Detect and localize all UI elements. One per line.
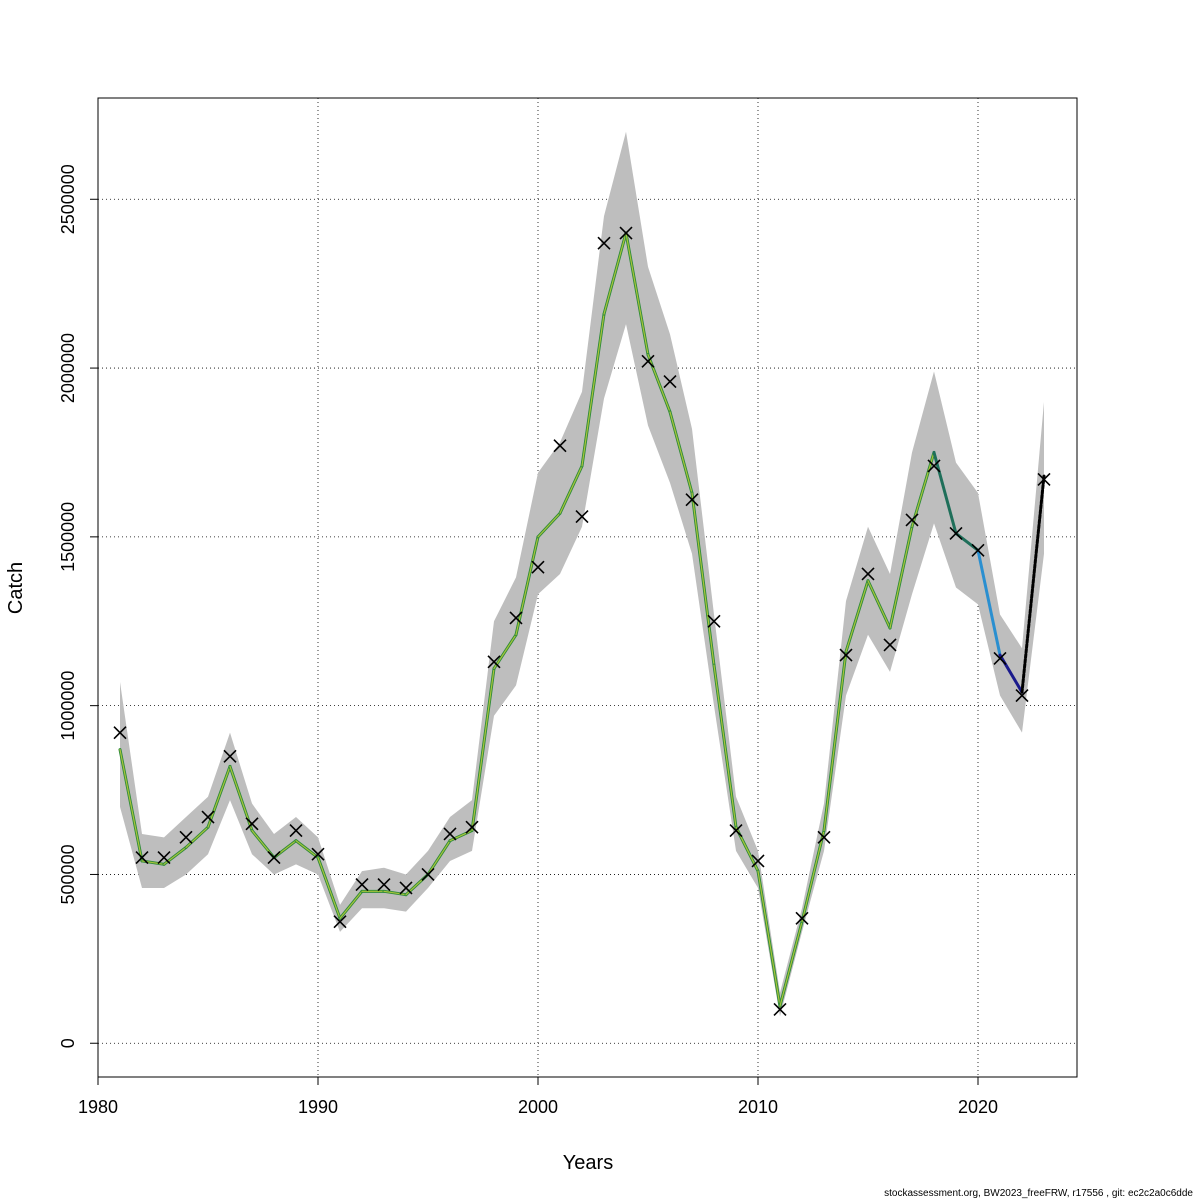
observed-point xyxy=(135,851,149,865)
plot-frame xyxy=(97,97,1078,1078)
confidence-band xyxy=(120,131,1044,1017)
observed-point xyxy=(971,543,985,557)
estimate-highlight xyxy=(515,536,539,636)
observed-point xyxy=(993,651,1007,665)
observed-point xyxy=(707,614,721,628)
estimate-highlight xyxy=(559,465,583,514)
observed-point xyxy=(949,526,963,541)
estimate-highlight xyxy=(427,840,451,876)
y-axis-label: Catch xyxy=(5,562,27,614)
estimate-highlight xyxy=(867,580,891,629)
estimate-highlight xyxy=(691,492,715,666)
observed-point xyxy=(421,867,435,882)
footer-note: stockassessment.org, BW2023_freeFRW, r17… xyxy=(884,1188,1193,1199)
estimate-segment xyxy=(932,450,958,535)
estimate-highlight xyxy=(383,890,407,896)
observed-point xyxy=(179,830,193,844)
x-tick-label: 2000 xyxy=(518,1097,558,1117)
observed-point xyxy=(487,655,501,669)
observed-point xyxy=(685,493,699,507)
observed-point xyxy=(531,560,545,574)
observed-point xyxy=(861,567,875,581)
y-tick-label: 500000 xyxy=(58,844,78,904)
ci-band xyxy=(120,131,1044,1017)
y-axis: 0 500000 1000000 1500000 2000000 2500000 xyxy=(58,164,98,1048)
observed-point xyxy=(773,1002,787,1017)
x-tick-label: 2020 xyxy=(958,1097,998,1117)
observed-point xyxy=(619,226,633,240)
observed-point xyxy=(157,851,171,865)
observed-point xyxy=(1037,472,1051,487)
observed-point xyxy=(443,827,457,841)
observed-point xyxy=(113,726,127,740)
estimate-highlight xyxy=(471,667,495,832)
estimate-highlight xyxy=(603,232,627,315)
x-tick-label: 1990 xyxy=(298,1097,338,1117)
observed-point xyxy=(1015,688,1029,703)
estimate-segment xyxy=(1020,474,1046,694)
estimate-highlight xyxy=(207,765,231,828)
observed-point xyxy=(245,817,259,831)
observed-point xyxy=(377,878,391,892)
x-axis-label: Years xyxy=(563,1152,613,1174)
y-tick-label: 1000000 xyxy=(58,671,78,741)
observed-point xyxy=(839,648,853,662)
observed-point xyxy=(201,810,215,824)
estimate-line xyxy=(118,231,1046,1008)
estimate-highlight xyxy=(537,512,561,538)
estimate-highlight xyxy=(669,411,693,494)
y-tick-label: 2500000 xyxy=(58,164,78,234)
observed-point xyxy=(817,830,831,844)
x-axis: 1980 1990 2000 2010 2020 xyxy=(78,1077,998,1117)
observed-point xyxy=(465,820,479,834)
estimate-highlight xyxy=(625,232,649,356)
estimate-highlight xyxy=(449,829,473,842)
observed-point xyxy=(795,911,809,925)
observed-point xyxy=(399,881,413,895)
x-tick-label: 2010 xyxy=(738,1097,778,1117)
observed-point xyxy=(311,847,325,861)
estimate-highlight xyxy=(295,840,319,859)
observed-point xyxy=(575,510,589,524)
estimate-highlight xyxy=(757,870,781,1007)
observed-point xyxy=(883,638,897,652)
observed-point xyxy=(729,823,743,838)
estimate-highlight xyxy=(713,664,737,828)
y-tick-label: 2000000 xyxy=(58,333,78,403)
estimate-highlight xyxy=(185,826,209,849)
estimate-highlight xyxy=(493,634,517,670)
estimate-highlight xyxy=(889,526,913,629)
estimate-highlight xyxy=(339,890,363,919)
x-tick-label: 1980 xyxy=(78,1097,118,1117)
observed-point xyxy=(905,513,919,527)
y-tick-label: 0 xyxy=(58,1038,78,1048)
observed-markers xyxy=(113,226,1051,1017)
estimate-highlight xyxy=(845,580,869,653)
observed-point xyxy=(751,854,765,868)
y-tick-label: 1500000 xyxy=(58,502,78,572)
estimate-highlight xyxy=(581,313,605,467)
estimate-highlight xyxy=(317,856,341,919)
estimate-highlight xyxy=(911,451,935,528)
observed-point xyxy=(333,915,347,929)
estimate-highlight xyxy=(801,829,825,923)
grid-lines xyxy=(97,98,1077,1077)
observed-point xyxy=(509,611,523,625)
estimate-highlight xyxy=(119,748,143,862)
observed-point xyxy=(289,823,303,838)
estimate-segment xyxy=(976,548,1002,657)
observed-point xyxy=(663,375,677,389)
estimate-highlight xyxy=(823,651,847,832)
observed-point xyxy=(267,851,281,865)
estimate-highlight xyxy=(779,921,803,1007)
observed-point xyxy=(597,236,611,250)
observed-point xyxy=(223,749,237,763)
observed-point xyxy=(355,878,369,892)
observed-point xyxy=(927,459,941,473)
observed-point xyxy=(641,354,655,368)
observed-point xyxy=(553,439,567,453)
